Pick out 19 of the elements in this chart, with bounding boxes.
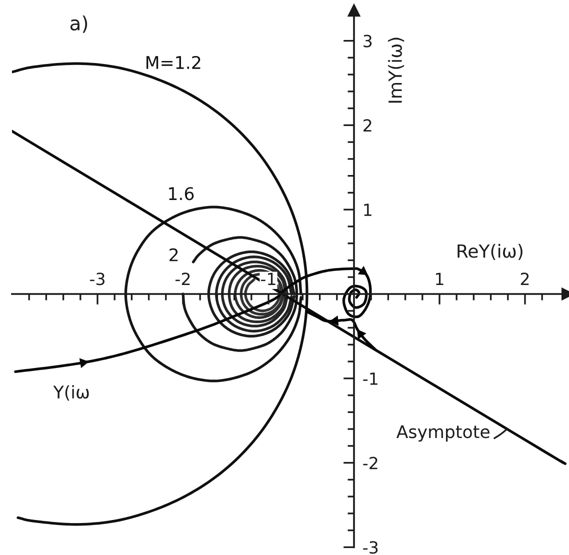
y-tick-label: -2 (363, 456, 378, 470)
x-axis-title: ReY(iω) (458, 244, 522, 260)
y-tick-label: 1 (364, 204, 372, 216)
x-tick-label: -3 (90, 272, 104, 286)
series-label: 2 (170, 248, 178, 262)
annotation: Y(iω (53, 385, 89, 401)
y-tick-label: -1 (363, 372, 378, 385)
y-tick-label: 2 (364, 119, 372, 132)
x-tick-label: 2 (520, 272, 529, 285)
series-label: M=1.2 (146, 56, 200, 69)
chart-title: a) (70, 16, 88, 33)
x-tick-label: 1 (436, 272, 444, 285)
x-tick-label: -2 (176, 272, 190, 285)
x-tick-label: -1 (261, 272, 276, 285)
y-tick-label: -3 (363, 541, 378, 554)
y-tick-label: 3 (364, 34, 372, 48)
y-axis-title: ImY(iω) (388, 38, 404, 103)
annotation: Asymptote (396, 425, 490, 442)
series-label: 1.6 (169, 187, 194, 200)
